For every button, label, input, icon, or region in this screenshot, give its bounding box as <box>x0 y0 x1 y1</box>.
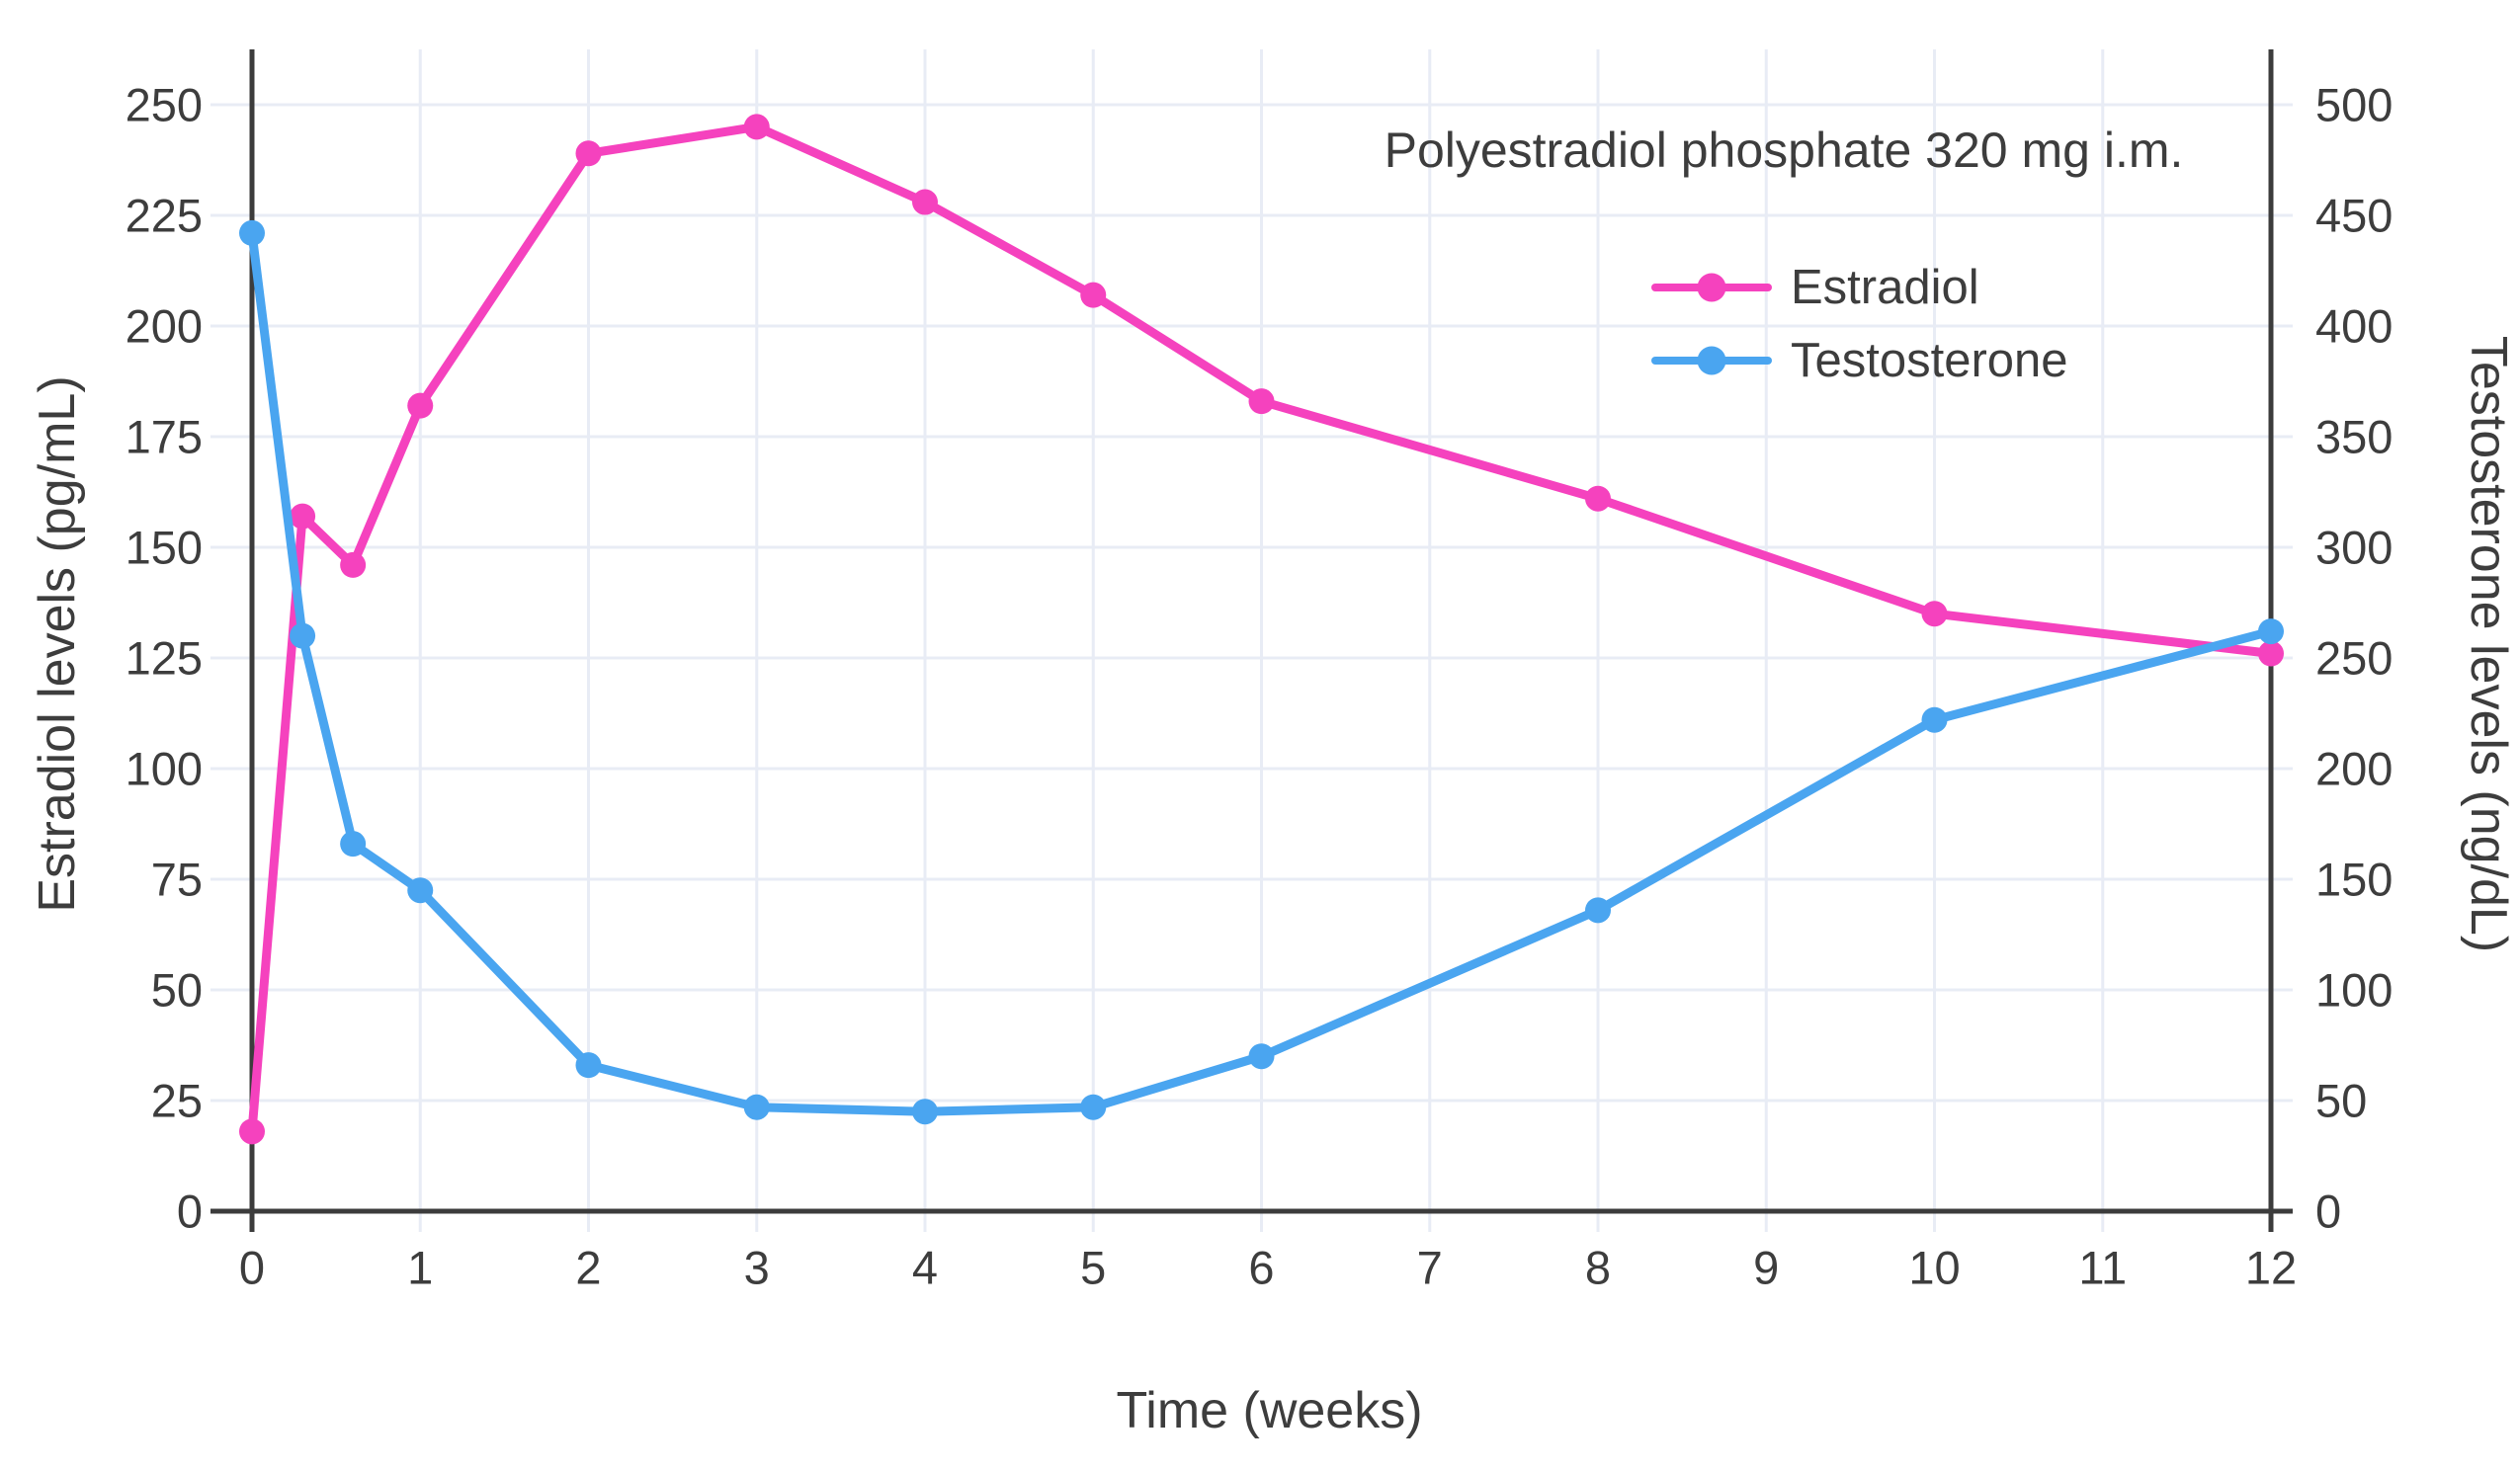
annotation-dose-label: Polyestradiol phosphate 320 mg i.m. <box>1385 123 2184 178</box>
y-axis-right-tick-label: 400 <box>2315 300 2393 353</box>
legend-label: Estradiol <box>1791 261 1979 314</box>
x-axis-tick-label: 1 <box>407 1242 433 1294</box>
legend-label: Testosterone <box>1791 334 2068 387</box>
y-axis-right-tick-label: 0 <box>2315 1186 2341 1238</box>
series-testosterone-point <box>1921 706 1948 733</box>
series-testosterone-point <box>407 877 434 904</box>
x-axis-tick-label: 2 <box>575 1242 601 1294</box>
series-testosterone-point <box>239 219 265 246</box>
legend-item-testosterone: Testosterone <box>1651 334 2068 387</box>
series-estradiol-point <box>290 503 316 530</box>
series-estradiol-point <box>1080 282 1107 308</box>
y-axis-left-tick-label: 100 <box>126 743 203 795</box>
x-axis-tick-label: 11 <box>2078 1242 2127 1294</box>
y-axis-right-tick-label: 250 <box>2315 632 2393 685</box>
series-estradiol-point <box>2258 640 2284 667</box>
series-testosterone <box>239 219 2284 1125</box>
series-testosterone-point <box>1080 1094 1107 1120</box>
y-axis-left-tick-label: 150 <box>126 522 203 574</box>
y-axis-right-tick-label: 450 <box>2315 190 2393 242</box>
series-testosterone-point <box>1585 897 1611 924</box>
x-axis-tick-label: 9 <box>1753 1242 1779 1294</box>
series-testosterone-line <box>247 228 2276 1116</box>
y-axis-left-tick-label: 175 <box>126 411 203 463</box>
y-axis-left-tick-label: 200 <box>126 300 203 353</box>
y-axis-right-tick-label: 200 <box>2315 743 2393 795</box>
y-axis-left-tick-label: 250 <box>126 79 203 131</box>
x-axis-tick-label: 0 <box>239 1242 265 1294</box>
series-estradiol-point <box>239 1118 265 1145</box>
y-axis-right-tick-label: 350 <box>2315 411 2393 463</box>
x-axis-tick-label: 4 <box>912 1242 938 1294</box>
y-axis-left-tick-label: 225 <box>126 190 203 242</box>
x-axis-tick-label: 3 <box>744 1242 770 1294</box>
series-testosterone-point <box>340 831 367 858</box>
x-axis-tick-label: 12 <box>2245 1242 2297 1294</box>
series-testosterone-point <box>2258 618 2284 645</box>
y-axis-left-tick-label: 0 <box>177 1186 203 1238</box>
y-axis-right-tick-label: 300 <box>2315 522 2393 574</box>
series-testosterone-point <box>290 622 316 649</box>
x-axis-title: Time (weeks) <box>1116 1382 1422 1439</box>
y-axis-left-tick-label: 50 <box>151 964 203 1017</box>
series-testosterone-point <box>743 1094 770 1120</box>
series-estradiol-point <box>912 189 938 215</box>
y-axis-right-title: Testosterone levels (ng/dL) <box>2460 336 2517 952</box>
series-estradiol-point <box>575 140 602 167</box>
series-estradiol-point <box>340 551 367 578</box>
x-axis-tick-label: 5 <box>1080 1242 1106 1294</box>
series-estradiol-point <box>407 392 434 419</box>
legend-item-estradiol: Estradiol <box>1651 261 1979 314</box>
series-estradiol-point <box>743 114 770 140</box>
tick-labels: 0255075100125150175200225250050100150200… <box>126 79 2394 1294</box>
x-axis-tick-label: 7 <box>1417 1242 1443 1294</box>
y-axis-left-tick-label: 125 <box>126 632 203 685</box>
series-estradiol-point <box>1248 388 1275 415</box>
legend: Estradiol Testosterone <box>1651 261 2068 387</box>
y-axis-right-tick-label: 50 <box>2315 1075 2367 1127</box>
series-estradiol <box>239 114 2284 1145</box>
y-axis-right-tick-label: 500 <box>2315 79 2393 131</box>
y-axis-right-tick-label: 150 <box>2315 854 2393 906</box>
x-axis-tick-label: 8 <box>1585 1242 1611 1294</box>
legend-marker-dot <box>1697 273 1726 302</box>
series-testosterone-point <box>575 1052 602 1079</box>
legend-marker-dot <box>1697 346 1726 375</box>
x-axis-tick-label: 10 <box>1908 1242 1960 1294</box>
series-estradiol-point <box>1921 601 1948 627</box>
y-axis-left-tick-label: 25 <box>151 1075 203 1127</box>
series-estradiol-point <box>1585 485 1611 512</box>
y-axis-right-tick-label: 100 <box>2315 964 2393 1017</box>
series-testosterone-point <box>1248 1043 1275 1070</box>
series-testosterone-point <box>912 1099 938 1125</box>
x-axis-tick-label: 6 <box>1248 1242 1274 1294</box>
y-axis-left-tick-label: 75 <box>151 854 203 906</box>
y-axis-left-title: Estradiol levels (pg/mL) <box>29 375 86 912</box>
